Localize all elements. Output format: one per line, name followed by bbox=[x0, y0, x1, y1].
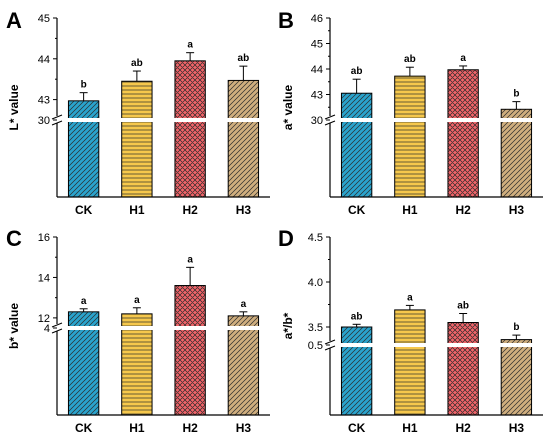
bar-h1 bbox=[394, 75, 426, 198]
error-bar bbox=[352, 323, 361, 327]
significance-label: ab bbox=[404, 54, 416, 65]
significance-label: a bbox=[81, 296, 87, 307]
significance-label: a bbox=[241, 299, 247, 310]
bar-h1 bbox=[121, 313, 153, 416]
category-label: CK bbox=[75, 421, 93, 435]
bar-ck bbox=[67, 100, 100, 198]
panel-D: ab CK a H1 ab H2 b H3 3.5 4.0 4.5 0.5 a*/b* D bbox=[278, 226, 544, 435]
error-bar bbox=[512, 334, 521, 340]
bar-h1 bbox=[394, 309, 426, 416]
error-bar bbox=[186, 266, 195, 286]
significance-label: a bbox=[134, 295, 140, 306]
significance-label: a bbox=[460, 53, 466, 64]
category-label: H1 bbox=[402, 203, 418, 217]
panel-letter: A bbox=[6, 8, 22, 33]
significance-label: ab bbox=[457, 301, 469, 312]
significance-label: a bbox=[407, 292, 413, 303]
bar-h1 bbox=[121, 80, 153, 198]
panel-A: b CK ab H1 a H2 ab H3 43 44 45 30 L* value A bbox=[6, 8, 271, 217]
y-tick-label: 30 bbox=[311, 115, 323, 127]
category-label: H2 bbox=[455, 203, 471, 217]
y-tick-label: 3.5 bbox=[308, 322, 323, 334]
y-tick-label: 43 bbox=[38, 95, 50, 107]
y-axis-title: a* value bbox=[281, 84, 295, 130]
error-bar bbox=[239, 311, 248, 316]
category-label: H2 bbox=[182, 203, 198, 217]
error-bar bbox=[459, 313, 468, 323]
axis-break-band bbox=[324, 118, 544, 122]
bar-h3 bbox=[500, 339, 533, 416]
significance-label: ab bbox=[351, 66, 363, 77]
error-bar bbox=[352, 78, 361, 94]
axis-break-band bbox=[324, 343, 544, 347]
y-axis-title: b* value bbox=[7, 303, 21, 349]
panel-B: ab CK ab H1 a H2 b H3 43 44 45 46 30 a* value B bbox=[278, 8, 544, 217]
error-bar bbox=[132, 307, 141, 314]
category-label: H1 bbox=[402, 421, 418, 435]
category-label: H2 bbox=[182, 421, 198, 435]
y-tick-label: 0.5 bbox=[308, 340, 323, 352]
axis-break-band bbox=[51, 118, 271, 122]
y-axis-title: a*/b* bbox=[281, 312, 295, 339]
y-tick-label: 14 bbox=[38, 272, 50, 284]
category-label: H1 bbox=[129, 421, 145, 435]
panel-letter: D bbox=[278, 226, 294, 251]
panel-letter: B bbox=[278, 8, 294, 33]
category-label: H3 bbox=[509, 203, 525, 217]
y-tick-label: 43 bbox=[311, 90, 323, 102]
y-tick-label: 4 bbox=[44, 323, 50, 335]
y-tick-label: 30 bbox=[38, 115, 50, 127]
significance-label: b bbox=[513, 322, 519, 333]
y-tick-label: 12 bbox=[38, 313, 50, 325]
y-axis-title: L* value bbox=[7, 84, 21, 130]
bar-h3 bbox=[227, 315, 260, 416]
bar-ck bbox=[340, 92, 373, 198]
panel-C: a CK a H1 a H2 a H3 12 14 16 4 b* value C bbox=[6, 226, 271, 435]
category-label: H1 bbox=[129, 203, 145, 217]
category-label: CK bbox=[348, 203, 366, 217]
panel-letter: C bbox=[6, 226, 22, 251]
significance-label: ab bbox=[238, 53, 250, 64]
significance-label: a bbox=[187, 254, 193, 265]
error-bar bbox=[405, 304, 414, 310]
y-tick-label: 16 bbox=[38, 232, 50, 244]
significance-label: b bbox=[81, 80, 87, 91]
y-tick-label: 45 bbox=[311, 39, 323, 51]
significance-label: ab bbox=[131, 58, 143, 69]
category-label: CK bbox=[348, 421, 366, 435]
error-bar bbox=[186, 52, 195, 61]
bar-h2 bbox=[447, 69, 479, 198]
error-bar bbox=[132, 70, 141, 82]
bar-h2 bbox=[174, 285, 206, 416]
bar-h3 bbox=[500, 108, 533, 198]
y-tick-label: 45 bbox=[38, 13, 50, 25]
y-tick-label: 46 bbox=[311, 13, 323, 25]
y-tick-label: 4.0 bbox=[308, 277, 323, 289]
category-label: H3 bbox=[236, 203, 252, 217]
significance-label: ab bbox=[351, 311, 363, 322]
category-label: H3 bbox=[509, 421, 525, 435]
axis-break-band bbox=[51, 326, 271, 330]
bar-h2 bbox=[174, 60, 206, 198]
error-bar bbox=[79, 308, 88, 312]
bar-ck bbox=[340, 326, 373, 416]
error-bar bbox=[512, 101, 521, 110]
significance-label: a bbox=[187, 40, 193, 51]
error-bar bbox=[459, 65, 468, 70]
y-tick-label: 44 bbox=[311, 64, 323, 76]
error-bar bbox=[239, 65, 248, 81]
category-label: H3 bbox=[236, 421, 252, 435]
y-tick-label: 4.5 bbox=[308, 232, 323, 244]
category-label: CK bbox=[75, 203, 93, 217]
error-bar bbox=[79, 92, 88, 101]
y-tick-label: 44 bbox=[38, 54, 50, 66]
bar-h3 bbox=[227, 79, 260, 198]
bar-h2 bbox=[447, 322, 479, 416]
error-bar bbox=[405, 66, 414, 77]
category-label: H2 bbox=[455, 421, 471, 435]
significance-label: b bbox=[513, 89, 519, 100]
